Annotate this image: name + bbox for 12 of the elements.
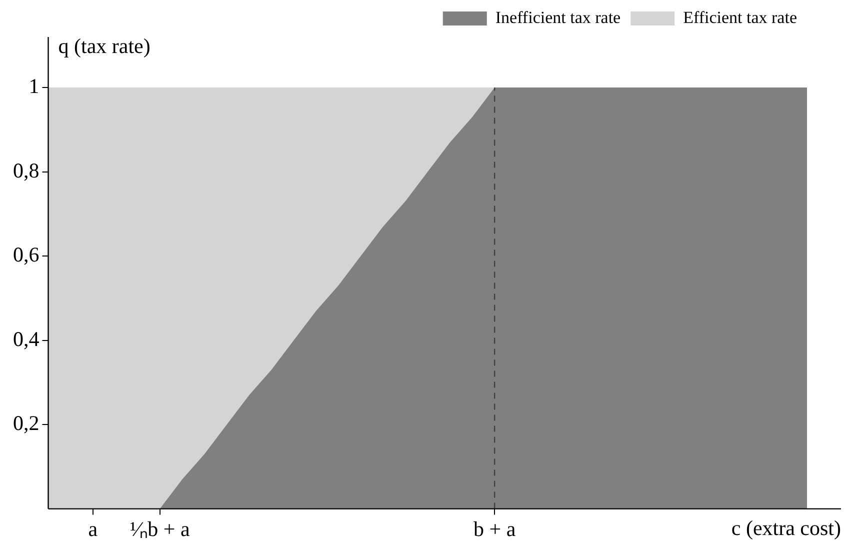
y-tick-label: 0,8 xyxy=(13,158,40,182)
x-tick-label: a xyxy=(88,516,98,541)
x-tick-label: ¹⁄ₙb + a xyxy=(130,516,190,541)
y-tick-label: 0,4 xyxy=(13,326,40,351)
legend-label: Efficient tax rate xyxy=(683,8,798,27)
x-axis-title: c (extra cost) xyxy=(731,516,841,540)
y-tick-label: 1 xyxy=(28,74,40,98)
legend-label: Inefficient tax rate xyxy=(495,8,621,27)
x-tick-label: b + a xyxy=(473,516,516,541)
y-tick-label: 0,6 xyxy=(13,242,40,267)
y-tick-label: 0,2 xyxy=(13,411,40,436)
y-axis-title: q (tax rate) xyxy=(58,34,150,58)
